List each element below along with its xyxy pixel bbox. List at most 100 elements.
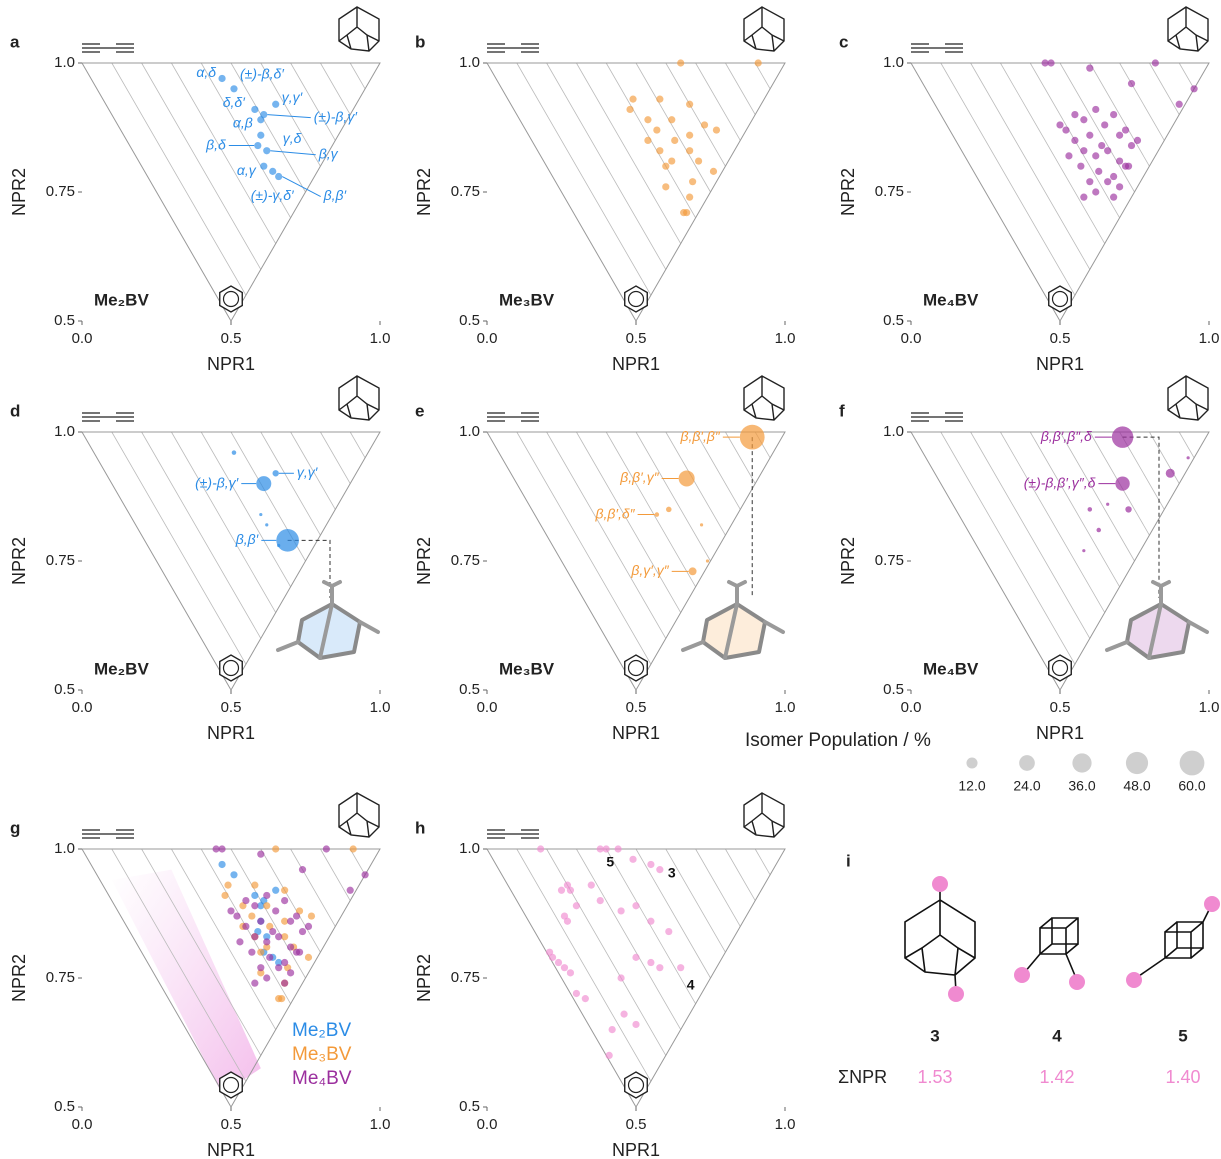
point-label: (±)-β,β′,γ″,δ bbox=[1024, 474, 1096, 490]
size-legend-marker bbox=[966, 757, 978, 769]
point bbox=[281, 979, 289, 987]
iso-line bbox=[171, 848, 277, 1030]
size-legend-label: 60.0 bbox=[1178, 778, 1205, 794]
iso-line bbox=[576, 431, 682, 613]
x-axis-label: NPR1 bbox=[207, 354, 255, 374]
iso-line bbox=[230, 62, 306, 193]
bubble bbox=[654, 512, 660, 517]
point-label: β,γ′,γ″ bbox=[630, 562, 669, 578]
iso-line bbox=[516, 431, 652, 665]
point bbox=[1098, 141, 1106, 150]
iso-line bbox=[200, 62, 291, 219]
iso-line bbox=[171, 62, 277, 244]
benzene-icon bbox=[1048, 285, 1072, 313]
iso-line bbox=[695, 62, 741, 141]
molecule-bonds bbox=[276, 580, 380, 660]
point bbox=[602, 845, 610, 853]
y-tick-label: 0.75 bbox=[451, 552, 480, 569]
point bbox=[677, 964, 685, 972]
bubble bbox=[666, 506, 672, 513]
point bbox=[596, 897, 604, 905]
point bbox=[1086, 64, 1094, 72]
y-tick-label: 0.5 bbox=[883, 312, 904, 329]
point bbox=[647, 917, 655, 925]
bubble bbox=[699, 523, 704, 527]
adamantane-icon bbox=[743, 6, 785, 52]
point bbox=[257, 850, 265, 858]
point bbox=[248, 912, 256, 920]
point-label: γ,δ bbox=[283, 130, 302, 146]
bubble bbox=[1087, 507, 1093, 512]
point bbox=[1086, 178, 1094, 186]
shaded-band bbox=[111, 869, 261, 1095]
panel-letter: c bbox=[839, 32, 848, 51]
bubble bbox=[678, 470, 695, 487]
point bbox=[629, 95, 637, 103]
iso-line bbox=[260, 431, 321, 536]
y-axis-label: NPR2 bbox=[9, 954, 29, 1002]
adamantane-icon bbox=[743, 375, 785, 421]
x-tick-label: 0.0 bbox=[72, 1116, 93, 1133]
x-tick-label: 1.0 bbox=[370, 699, 391, 716]
benzene-ring bbox=[222, 659, 240, 677]
size-legend-marker bbox=[1019, 755, 1035, 771]
panel: 0.0 0.5 1.00.50.751.0dNPR1NPR2γ,γ′(±)-β,γ′… bbox=[9, 375, 391, 743]
sum-npr-value: 1.40 bbox=[1165, 1067, 1200, 1087]
iso-line bbox=[349, 431, 366, 459]
point bbox=[581, 995, 589, 1003]
point bbox=[275, 933, 283, 941]
x-axis-label: NPR1 bbox=[612, 723, 660, 743]
bubble bbox=[1186, 456, 1190, 460]
point bbox=[647, 958, 655, 967]
point-label: (±)-γ,δ′ bbox=[251, 187, 295, 203]
point bbox=[617, 907, 625, 915]
iso-line bbox=[725, 62, 756, 115]
y-tick-label: 1.0 bbox=[883, 423, 904, 440]
alkyne-icon bbox=[82, 43, 134, 53]
point-label: β,β′,β″ bbox=[679, 428, 720, 444]
benzene-ring bbox=[627, 1076, 645, 1094]
point bbox=[257, 917, 265, 925]
point bbox=[251, 891, 259, 900]
x-tick-label: 0.5 bbox=[1050, 699, 1071, 716]
bubble bbox=[256, 476, 272, 492]
y-tick-label: 1.0 bbox=[883, 54, 904, 71]
point bbox=[677, 59, 685, 67]
sum-npr-value: 1.42 bbox=[1039, 1067, 1074, 1087]
point bbox=[227, 907, 235, 915]
point-label: β,β′,γ″ bbox=[619, 469, 659, 485]
iso-line bbox=[665, 431, 726, 536]
point bbox=[1092, 105, 1100, 114]
point bbox=[653, 126, 661, 134]
point bbox=[1077, 162, 1085, 170]
panel: 0.0 0.5 1.00.50.751.0gNPR1NPR2Me₂BVMe₃BVMe… bbox=[9, 792, 390, 1159]
iso-line bbox=[349, 62, 366, 90]
y-tick-label: 1.0 bbox=[459, 423, 480, 440]
substituent bbox=[1204, 896, 1220, 912]
panel-i: i 3 4 5 ΣNPR 1.53 1.42 1.40 bbox=[838, 851, 1220, 1087]
point bbox=[292, 912, 301, 920]
iso-line bbox=[516, 848, 652, 1082]
series-name: Me₄BV bbox=[923, 659, 979, 678]
panel-letter: d bbox=[10, 401, 20, 420]
y-tick-label: 1.0 bbox=[54, 840, 75, 857]
point bbox=[665, 927, 673, 936]
x-tick-label: 0.0 bbox=[72, 330, 93, 347]
point bbox=[1104, 147, 1112, 155]
point bbox=[694, 157, 703, 165]
benzene-icon bbox=[219, 654, 243, 682]
size-legend-label: 12.0 bbox=[958, 778, 985, 794]
row-label: ΣNPR bbox=[838, 1067, 887, 1087]
point bbox=[257, 969, 265, 977]
cubane bbox=[1135, 905, 1212, 979]
point bbox=[656, 866, 664, 874]
point bbox=[275, 958, 283, 967]
point bbox=[242, 922, 250, 931]
size-legend-label: 24.0 bbox=[1013, 778, 1040, 794]
point bbox=[1175, 100, 1183, 108]
point-label: (±)-β,δ′ bbox=[240, 66, 285, 82]
point bbox=[712, 126, 721, 134]
adamantane-icon bbox=[743, 792, 785, 838]
point bbox=[266, 953, 274, 961]
point bbox=[632, 902, 640, 910]
